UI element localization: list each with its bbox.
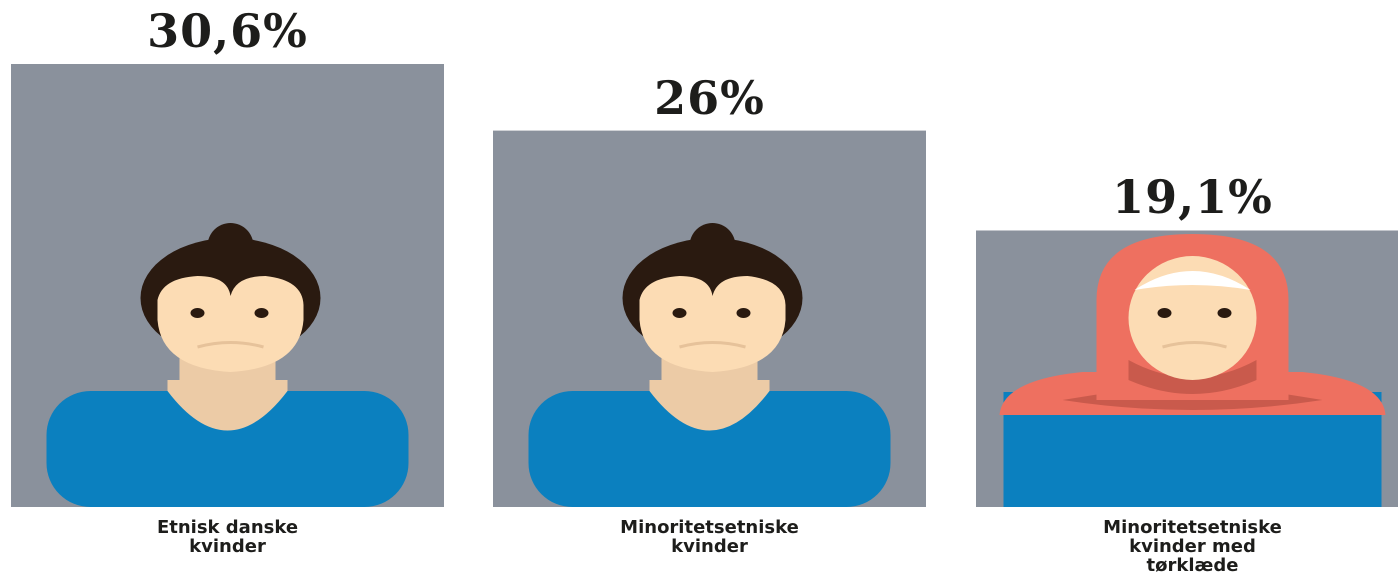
x-tick-label: Etnisk danske kvinder xyxy=(11,518,444,556)
mouth xyxy=(679,341,746,349)
mouth xyxy=(1162,341,1227,349)
x-tick-label-line: kvinder med xyxy=(1129,536,1256,557)
x-tick-label-line: Minoritetsetniske xyxy=(1103,517,1282,538)
x-tick-label-line: kvinder xyxy=(189,536,266,557)
x-tick-label-line: Etnisk danske xyxy=(156,517,299,538)
right-eye xyxy=(254,308,269,318)
data-label: 19,1% xyxy=(1112,170,1273,225)
data-label: 26% xyxy=(654,70,765,125)
left-eye xyxy=(190,308,205,318)
x-tick-label-line: kvinder xyxy=(671,536,748,557)
left-eye xyxy=(1157,308,1172,318)
shirt xyxy=(528,391,891,507)
bar-group xyxy=(976,230,1398,507)
bar-group xyxy=(11,64,444,507)
face xyxy=(157,276,304,372)
data-label: 30,6% xyxy=(147,4,308,58)
x-tick-label: Minoritetsetniske kvinder xyxy=(493,518,926,556)
headscarf-fold xyxy=(1128,360,1257,394)
shirt xyxy=(46,391,409,507)
x-tick-label-line: Minoritetsetniske xyxy=(620,517,799,538)
bar-group xyxy=(493,130,926,507)
x-tick-label: Minoritetsetniske kvinder med tørklæde xyxy=(976,518,1398,575)
x-tick-label-line: tørklæde xyxy=(1146,555,1239,576)
face xyxy=(639,276,786,372)
woman-with-headscarf-icon xyxy=(999,234,1386,507)
mouth xyxy=(197,341,264,349)
under-cap xyxy=(1134,271,1251,290)
face xyxy=(1128,256,1257,380)
left-eye xyxy=(672,308,687,318)
woman-icon xyxy=(46,223,409,507)
woman-icon xyxy=(528,223,891,507)
right-eye xyxy=(1217,308,1232,318)
right-eye xyxy=(736,308,751,318)
